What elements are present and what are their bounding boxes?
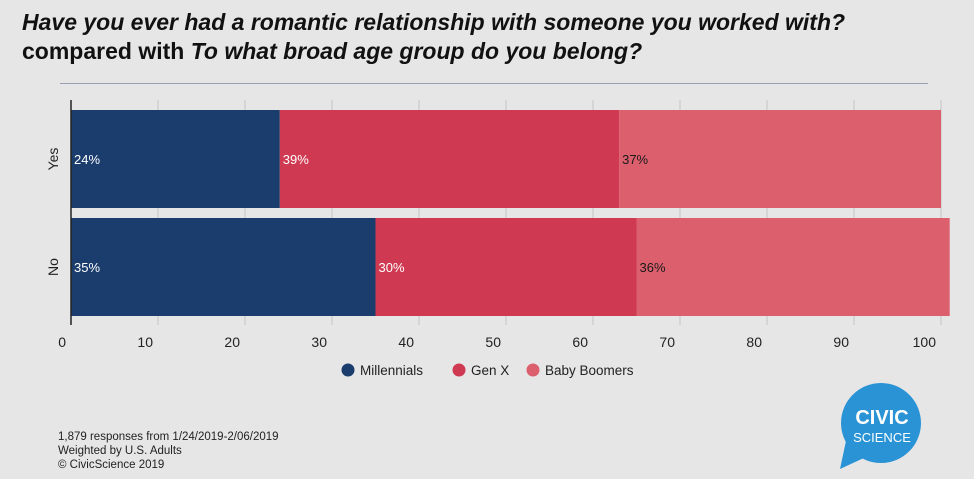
bar-segment: [71, 110, 280, 208]
legend-label: Gen X: [471, 363, 509, 378]
civicscience-logo: CIVIC SCIENCE: [840, 383, 921, 469]
category-label: No: [45, 258, 61, 276]
legend-swatch: [526, 363, 540, 377]
title-question-2: To what broad age group do you belong?: [190, 38, 643, 64]
data-label: 30%: [379, 260, 405, 275]
category-label: Yes: [45, 148, 61, 171]
bar-segment: [636, 218, 950, 316]
bar-segment: [375, 218, 637, 316]
x-tick-label: 10: [137, 334, 153, 350]
bar-segment: [619, 110, 941, 208]
bar-segment: [279, 110, 620, 208]
x-tick-label: 20: [224, 334, 240, 350]
x-tick-label: 30: [311, 334, 327, 350]
footnote-weighting: Weighted by U.S. Adults: [58, 445, 182, 457]
footnote-responses: 1,879 responses from 1/24/2019-2/06/2019: [58, 431, 279, 443]
data-label: 37%: [622, 152, 648, 167]
x-tick-label: 60: [572, 334, 588, 350]
stacked-bar-chart: 24% 39% 37% Yes 35% 30% 36% No 0 10 20 30 40 50 60 70 80…: [45, 100, 950, 378]
logo-line-2: SCIENCE: [853, 430, 911, 445]
data-label: 39%: [283, 152, 309, 167]
title-question-1: Have you ever had a romantic relationshi…: [22, 9, 846, 35]
logo-line-1: CIVIC: [855, 407, 908, 429]
speech-bubble-icon: [840, 383, 921, 469]
bar-segment: [71, 218, 376, 316]
legend-swatch: [452, 363, 466, 377]
chart-title: Have you ever had a romantic relationshi…: [22, 8, 952, 66]
x-tick-label: 50: [485, 334, 501, 350]
x-tick-label: 90: [833, 334, 849, 350]
data-label: 36%: [640, 260, 666, 275]
data-label: 24%: [74, 152, 100, 167]
x-tick-label: 0: [58, 334, 66, 350]
legend-label: Millennials: [360, 363, 423, 378]
x-tick-label: 80: [746, 334, 762, 350]
footnote-copyright: © CivicScience 2019: [58, 459, 165, 471]
legend-label: Baby Boomers: [545, 363, 634, 378]
legend-swatch: [341, 363, 355, 377]
footnote: 1,879 responses from 1/24/2019-2/06/2019…: [58, 430, 279, 472]
title-divider: [60, 83, 928, 84]
data-label: 35%: [74, 260, 100, 275]
x-tick-label: 70: [659, 334, 675, 350]
title-connector: compared with: [22, 38, 191, 64]
x-tick-label: 40: [398, 334, 414, 350]
x-tick-label: 100: [913, 334, 937, 350]
